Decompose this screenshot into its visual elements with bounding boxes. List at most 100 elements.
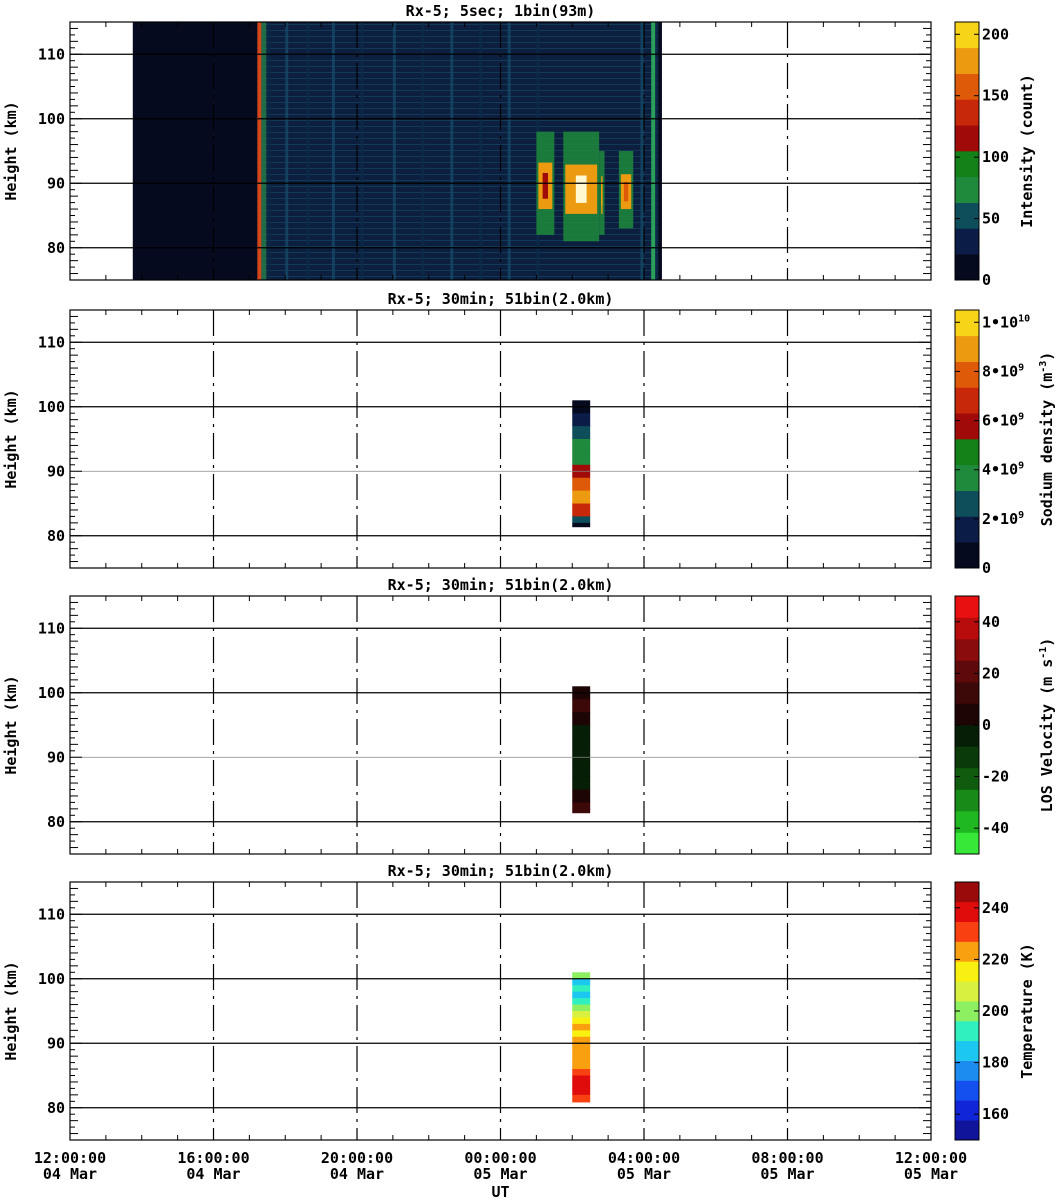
- column-cell: [572, 991, 591, 999]
- colorbar-segment: [955, 413, 979, 440]
- colorbar-segment: [955, 99, 979, 126]
- signal-streak: [421, 22, 425, 280]
- colorbar-segment: [955, 725, 979, 747]
- column-cell: [572, 802, 591, 810]
- signal-streak: [478, 22, 482, 280]
- y-tick-label: 90: [47, 174, 65, 192]
- column-cell: [572, 808, 591, 814]
- y-tick-label: 110: [38, 333, 65, 351]
- panel-title: Rx-5; 30min; 51bin(2.0km): [388, 290, 614, 308]
- column-cell: [572, 1030, 591, 1038]
- chart-panel-4: Rx-5; 30min; 51bin(2.0km) 80 90 100 110 Heigh…: [2, 862, 1036, 1141]
- column-cell: [572, 1017, 591, 1025]
- signal-streak: [392, 22, 396, 280]
- x-tick-time: 04:00:00: [608, 1149, 680, 1167]
- signal-streak: [507, 22, 511, 280]
- signal-streak: [450, 22, 454, 280]
- x-tick-date: 05 Mar: [760, 1165, 814, 1183]
- x-tick-date: 05 Mar: [473, 1165, 527, 1183]
- colorbar-segment: [955, 125, 979, 152]
- x-tick-time: 08:00:00: [751, 1149, 823, 1167]
- colorbar-segment: [955, 682, 979, 704]
- x-tick-date: 05 Mar: [617, 1165, 671, 1183]
- colorbar-segment: [955, 981, 979, 1002]
- column-cell: [572, 439, 591, 453]
- intensity-patch-peak: [575, 175, 587, 203]
- colorbar-segment: [955, 1040, 979, 1061]
- column-cell: [572, 1036, 591, 1044]
- x-tick-date: 04 Mar: [43, 1165, 97, 1183]
- x-tick-date: 04 Mar: [330, 1165, 384, 1183]
- colorbar-segment: [955, 176, 979, 203]
- colorbar-segment: [955, 882, 979, 903]
- laser-line-halo: [261, 22, 267, 280]
- column-cell: [572, 1004, 591, 1012]
- edge-glow: [651, 22, 656, 280]
- intensity-patch-peak: [542, 172, 549, 199]
- x-tick-time: 20:00:00: [321, 1149, 393, 1167]
- column-cell: [572, 451, 591, 466]
- column-cell: [572, 1075, 591, 1083]
- colorbar-label: LOS Velocity (m s-1): [1038, 638, 1056, 813]
- column-cell: [572, 1049, 591, 1057]
- y-axis-label: Height (km): [2, 101, 20, 200]
- y-tick-label: 110: [38, 619, 65, 637]
- column-cell: [572, 1043, 591, 1051]
- column-cell: [572, 516, 591, 524]
- column-cell: [572, 763, 591, 778]
- column-cell: [572, 789, 591, 803]
- column-cell: [572, 712, 591, 726]
- colorbar-segment: [955, 1020, 979, 1042]
- y-tick-label: 100: [38, 398, 65, 416]
- y-tick-label: 80: [47, 239, 65, 257]
- colorbar-label: Intensity (count): [1018, 74, 1036, 228]
- column-cell: [572, 490, 591, 504]
- column-cell: [572, 998, 591, 1006]
- panel-title: Rx-5; 30min; 51bin(2.0km): [388, 576, 614, 594]
- column-cell: [572, 522, 591, 528]
- colorbar-segment: [955, 387, 979, 414]
- colorbar-segment: [955, 703, 979, 726]
- y-axis-label: Height (km): [2, 389, 20, 488]
- column-cell: [572, 1011, 591, 1018]
- column-cell: [572, 426, 591, 440]
- colorbar-segment: [955, 335, 979, 362]
- y-tick-label: 90: [47, 1034, 65, 1052]
- chart-panel-1: Rx-5; 5sec; 1bin(93m) 80 90 100 110 Height (k…: [2, 2, 1036, 289]
- colorbar-label: Temperature (K): [1018, 943, 1036, 1078]
- colorbar-segment: [955, 1080, 979, 1101]
- column-cell: [572, 503, 591, 517]
- y-tick-label: 110: [38, 45, 65, 63]
- colorbar-tick-label: 40: [982, 613, 1000, 631]
- signal-streak: [640, 22, 644, 280]
- column-cell: [572, 477, 591, 492]
- colorbar-segment: [955, 1120, 979, 1141]
- column-cell: [572, 972, 591, 980]
- colorbar-tick-label: 180: [982, 1054, 1009, 1072]
- colorbar-frame: [954, 21, 980, 281]
- colorbar-segment: [955, 22, 979, 49]
- column-cell: [572, 1023, 591, 1031]
- colorbar-segment: [955, 490, 979, 517]
- colorbar-tick-label: 50: [982, 210, 1000, 228]
- colorbar-segment: [955, 921, 979, 942]
- x-tick-time: 00:00:00: [464, 1149, 536, 1167]
- colorbar-tick-label: 220: [982, 950, 1009, 968]
- colorbar-tick-label: 160: [982, 1105, 1009, 1123]
- colorbar-segment: [955, 310, 979, 337]
- colorbar-segment: [955, 660, 979, 683]
- colorbar-label: Sodium density (m-3): [1038, 352, 1056, 527]
- colorbar-tick-label: 1•1010: [982, 313, 1030, 331]
- y-tick-label: 110: [38, 905, 65, 923]
- colorbar-segment: [955, 832, 979, 855]
- colorbar-segment: [955, 639, 979, 661]
- column-cell: [572, 725, 591, 739]
- colorbar-segment: [955, 1001, 979, 1022]
- colorbar-segment: [955, 439, 979, 466]
- colorbar-tick-label: 240: [982, 899, 1009, 917]
- colorbar-tick-label: 2•109: [982, 510, 1024, 528]
- x-tick-date: 04 Mar: [186, 1165, 240, 1183]
- column-cell: [572, 985, 591, 993]
- y-tick-label: 90: [47, 748, 65, 766]
- x-axis-label: UT: [491, 1183, 509, 1200]
